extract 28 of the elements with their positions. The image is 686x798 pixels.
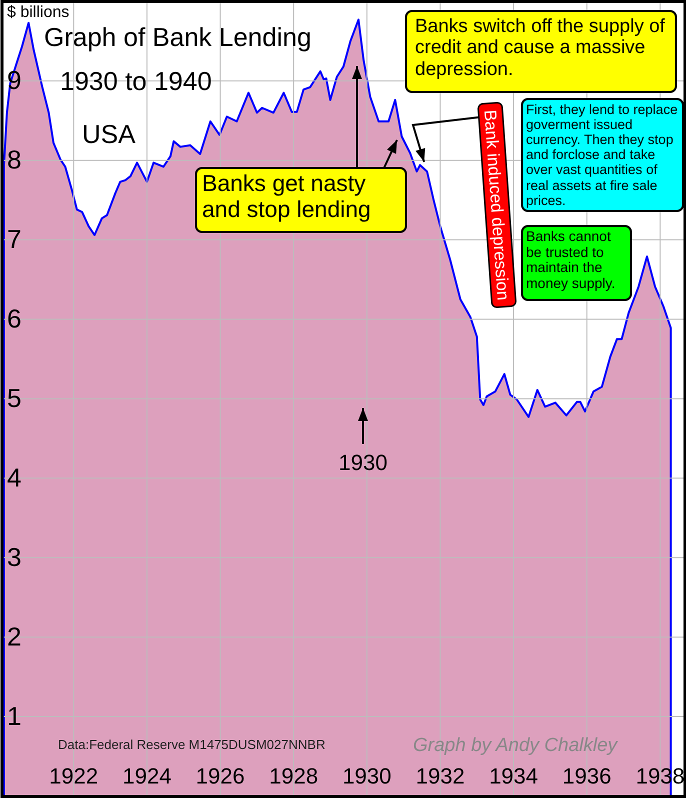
annotation: Data:Federal Reserve M1475DUSM027NNBR (58, 737, 326, 752)
annotation: 1930 (338, 450, 388, 475)
y-tick-label: 8 (7, 144, 22, 175)
y-tick-label: 7 (7, 224, 22, 254)
x-tick-label: 1922 (49, 764, 98, 789)
annotation: Banks switch off the supply of credit and cause a massive depression. (405, 10, 677, 93)
y-tick-label: 3 (7, 542, 22, 572)
annotation: Banks cannot be trusted to maintain the money supply. (521, 225, 632, 301)
x-tick-label: 1924 (122, 764, 172, 789)
text: Graph of Bank Lending (44, 22, 312, 52)
y-tick-label: 1 (7, 700, 22, 731)
x-tick-label: 1928 (269, 764, 318, 789)
annotation: Banks get nasty and stop lending (195, 167, 407, 233)
annotation: First, they lend to replace goverment issued currency. Then they stop and forclose and take over vast quantities of real assets at fire sale prices. (521, 98, 684, 212)
x-tick-label: 1926 (196, 764, 245, 789)
y-tick-label: 2 (7, 621, 22, 652)
x-tick-label: 1932 (416, 764, 465, 789)
y-axis-title: $ billions (7, 4, 70, 21)
annotation: Graph by Andy Chalkley (413, 735, 619, 756)
x-tick-label: 1930 (342, 764, 392, 789)
annotation: USA (82, 119, 136, 149)
annotation: Bank induced depression (480, 109, 513, 301)
y-tick-label: 5 (7, 383, 22, 414)
x-tick-label: 1936 (562, 764, 612, 789)
y-tick-label: 4 (7, 462, 22, 492)
text: 1930 to 1940 (60, 66, 212, 96)
x-tick-label: 1934 (489, 764, 538, 789)
y-tick-label: 6 (7, 304, 22, 334)
